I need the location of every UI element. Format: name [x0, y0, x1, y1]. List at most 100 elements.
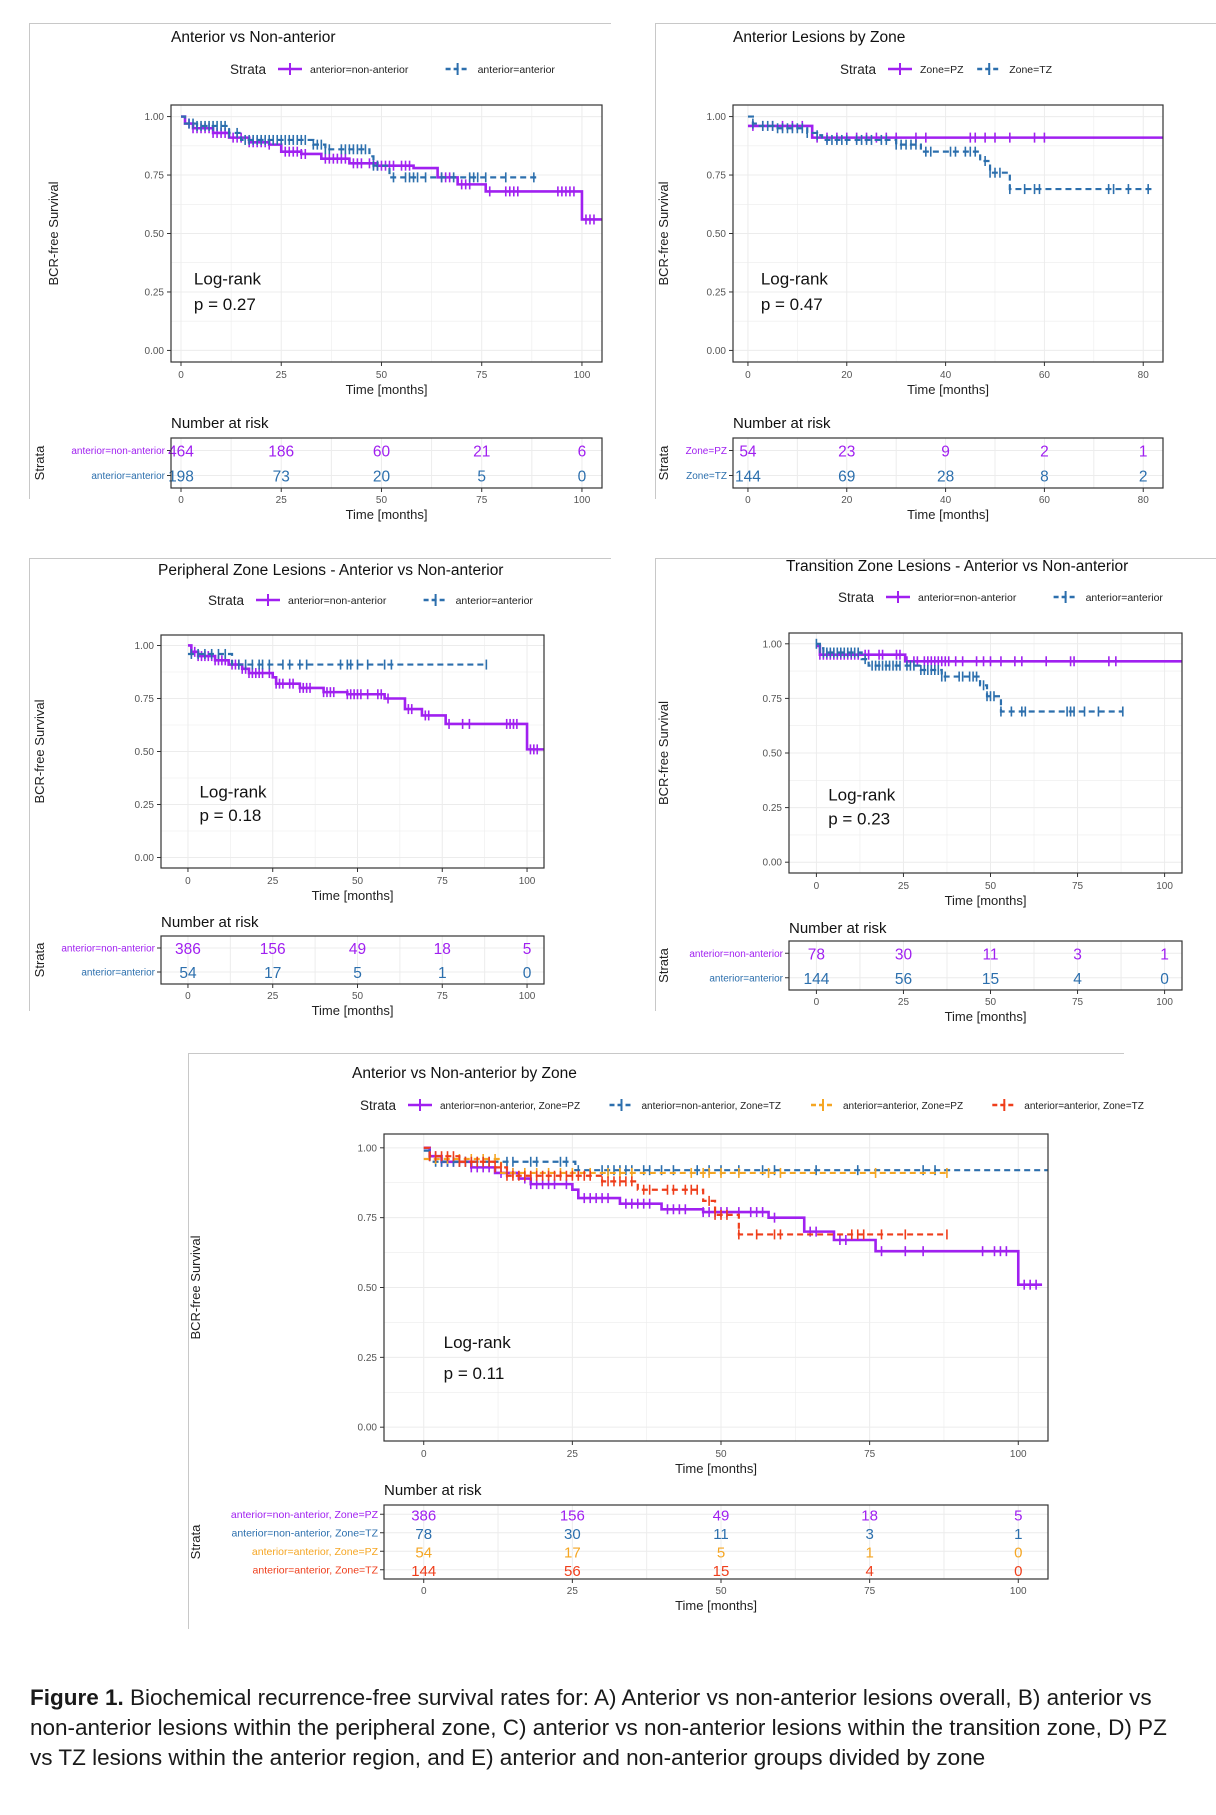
risk-x-tick-label: 50 — [715, 1586, 727, 1597]
risk-value: 156 — [260, 941, 286, 958]
risk-value: 17 — [264, 965, 281, 982]
x-tick-label: 0 — [814, 881, 820, 892]
risk-value: 23 — [838, 444, 855, 461]
risk-value: 18 — [434, 941, 451, 958]
risk-value: 0 — [1014, 1544, 1022, 1561]
risk-value: 73 — [273, 469, 290, 486]
legend-item-label: anterior=anterior — [478, 64, 556, 76]
risk-value: 49 — [349, 941, 366, 958]
logrank-label: Log-rank — [199, 783, 267, 802]
y-tick-label: 1.00 — [358, 1143, 378, 1154]
y-tick-label: 0.25 — [763, 803, 783, 814]
risk-x-tick-label: 40 — [940, 495, 952, 506]
y-tick-label: 0.50 — [707, 229, 727, 240]
x-axis-label: Time [months] — [907, 382, 989, 397]
x-tick-label: 100 — [519, 876, 536, 887]
y-tick-label: 0.75 — [145, 171, 165, 182]
risk-table-border — [732, 437, 1164, 489]
y-tick-label: 0.50 — [358, 1283, 378, 1294]
plot-border — [788, 632, 1183, 874]
chart-title: Anterior Lesions by Zone — [733, 29, 905, 46]
risk-table-title: Number at risk — [733, 415, 831, 432]
risk-value: 0 — [578, 469, 587, 486]
risk-strata-label: Strata — [32, 942, 47, 977]
km-figure: Anterior vs Non-anterior Strata anterior=n… — [32, 29, 1183, 1613]
panel-frame-d — [655, 558, 1216, 1011]
y-tick-label: 0.75 — [135, 694, 155, 705]
risk-value: 5 — [523, 941, 532, 958]
legend-item-label: anterior=non-anterior — [918, 592, 1017, 604]
risk-value: 18 — [861, 1507, 878, 1524]
chart-title: Peripheral Zone Lesions - Anterior vs No… — [158, 562, 503, 579]
risk-value: 1 — [438, 965, 447, 982]
km-curve — [423, 1149, 1048, 1172]
legend-title: Strata — [230, 62, 267, 77]
caption-text: Biochemical recurrence-free survival rat… — [30, 1685, 1167, 1770]
risk-value: 464 — [168, 444, 194, 461]
risk-row-label: Zone=PZ — [686, 446, 727, 457]
y-tick-label: 0.75 — [763, 694, 783, 705]
risk-value: 17 — [564, 1544, 581, 1561]
risk-x-axis-label: Time [months] — [945, 1009, 1027, 1024]
risk-table-area — [161, 936, 544, 984]
y-tick-label: 0.00 — [145, 346, 165, 357]
plot-border — [732, 104, 1164, 363]
risk-value: 56 — [564, 1563, 581, 1580]
risk-table-title: Number at risk — [161, 914, 259, 931]
x-tick-label: 100 — [1010, 1449, 1027, 1460]
x-tick-label: 50 — [376, 370, 388, 381]
x-tick-label: 50 — [985, 881, 997, 892]
x-axis-label: Time [months] — [312, 888, 394, 903]
risk-value: 386 — [411, 1507, 436, 1524]
x-tick-label: 0 — [745, 370, 751, 381]
y-axis-label: BCR-free Survival — [46, 181, 61, 285]
y-tick-label: 0.50 — [145, 229, 165, 240]
risk-value: 2 — [1040, 444, 1049, 461]
risk-row-label: anterior=non-anterior, Zone=TZ — [232, 1527, 379, 1539]
y-tick-label: 0.00 — [358, 1423, 378, 1434]
x-tick-label: 0 — [421, 1449, 427, 1460]
risk-x-tick-label: 25 — [267, 991, 279, 1002]
risk-x-tick-label: 80 — [1138, 495, 1150, 506]
x-tick-label: 100 — [1156, 881, 1173, 892]
risk-value: 5 — [477, 469, 486, 486]
risk-value: 20 — [373, 469, 391, 486]
risk-value: 3 — [1073, 946, 1082, 963]
y-tick-label: 0.25 — [145, 287, 165, 298]
x-tick-label: 25 — [276, 370, 288, 381]
x-tick-label: 75 — [476, 370, 488, 381]
legend-item-label: anterior=anterior — [456, 595, 534, 607]
risk-value: 5 — [353, 965, 362, 982]
chart-title: Transition Zone Lesions - Anterior vs No… — [786, 558, 1128, 575]
risk-x-tick-label: 50 — [985, 997, 997, 1008]
risk-value: 28 — [937, 469, 954, 486]
x-tick-label: 75 — [864, 1449, 876, 1460]
risk-row-label: Zone=TZ — [686, 471, 727, 482]
x-tick-label: 25 — [567, 1449, 579, 1460]
risk-value: 0 — [523, 965, 532, 982]
risk-value: 78 — [808, 946, 825, 963]
legend-item-label: anterior=anterior, Zone=PZ — [843, 1101, 963, 1112]
risk-x-tick-label: 0 — [814, 997, 820, 1008]
risk-value: 54 — [179, 965, 197, 982]
risk-table-border — [383, 1504, 1049, 1580]
risk-table-border — [170, 437, 603, 489]
risk-x-tick-label: 75 — [1072, 997, 1084, 1008]
x-axis-label: Time [months] — [945, 893, 1027, 908]
risk-x-tick-label: 25 — [276, 495, 288, 506]
x-tick-label: 40 — [940, 370, 952, 381]
km-panel-d: Transition Zone Lesions - Anterior vs No… — [656, 558, 1183, 1024]
risk-x-tick-label: 75 — [437, 991, 449, 1002]
risk-x-axis-label: Time [months] — [346, 507, 428, 522]
caption-label: Figure 1. — [30, 1685, 124, 1710]
risk-table-area — [733, 438, 1163, 488]
risk-value: 0 — [1160, 971, 1169, 988]
risk-table-area — [384, 1505, 1048, 1579]
risk-value: 54 — [739, 444, 757, 461]
risk-value: 0 — [1014, 1563, 1022, 1580]
x-tick-label: 0 — [185, 876, 191, 887]
x-tick-label: 60 — [1039, 370, 1051, 381]
x-tick-label: 25 — [898, 881, 910, 892]
figure-caption: Figure 1. Biochemical recurrence-free su… — [30, 1683, 1190, 1773]
risk-x-tick-label: 20 — [841, 495, 853, 506]
